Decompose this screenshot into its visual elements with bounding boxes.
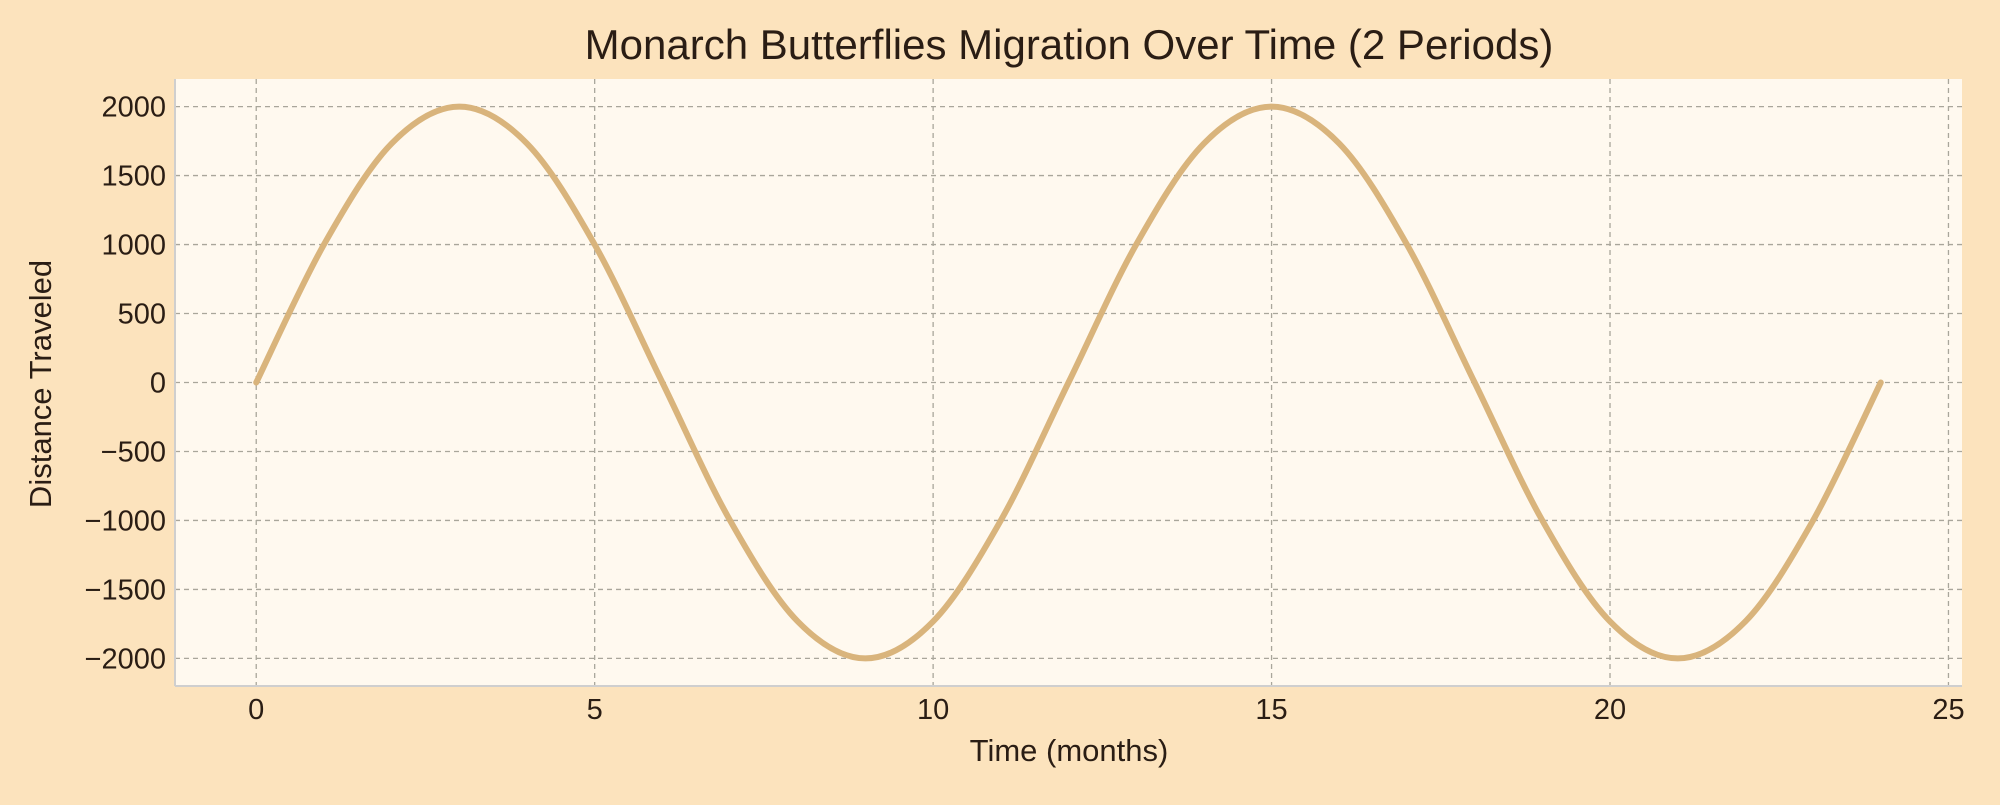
x-tick-label: 25 [1932, 694, 1964, 726]
y-tick-label: 2000 [101, 92, 166, 124]
y-tick-label: −500 [101, 436, 166, 468]
x-tick-label: 10 [917, 694, 949, 726]
x-tick-label: 20 [1594, 694, 1626, 726]
series-line [253, 103, 1884, 662]
y-tick-label: −1000 [85, 505, 166, 537]
x-tick-label: 15 [1255, 694, 1287, 726]
plot-area: 0 5 10 15 20 25 2000 1500 1000 500 0 −500 −1000 −1500… [85, 79, 1965, 726]
chart-title: Monarch Butterflies Migration Over Time … [585, 21, 1554, 68]
x-tick-label: 5 [587, 694, 603, 726]
x-axis-label: Time (months) [970, 733, 1169, 768]
y-tick-label: 1000 [101, 230, 166, 262]
x-tick-label: 0 [248, 694, 264, 726]
y-tick-label: −1500 [85, 574, 166, 606]
y-axis-label: Distance Traveled [23, 260, 58, 508]
y-tick-label: 500 [118, 299, 166, 331]
y-tick-label: −2000 [85, 643, 166, 675]
y-tick-label: 1500 [101, 161, 166, 193]
y-tick-label: 0 [150, 368, 166, 400]
